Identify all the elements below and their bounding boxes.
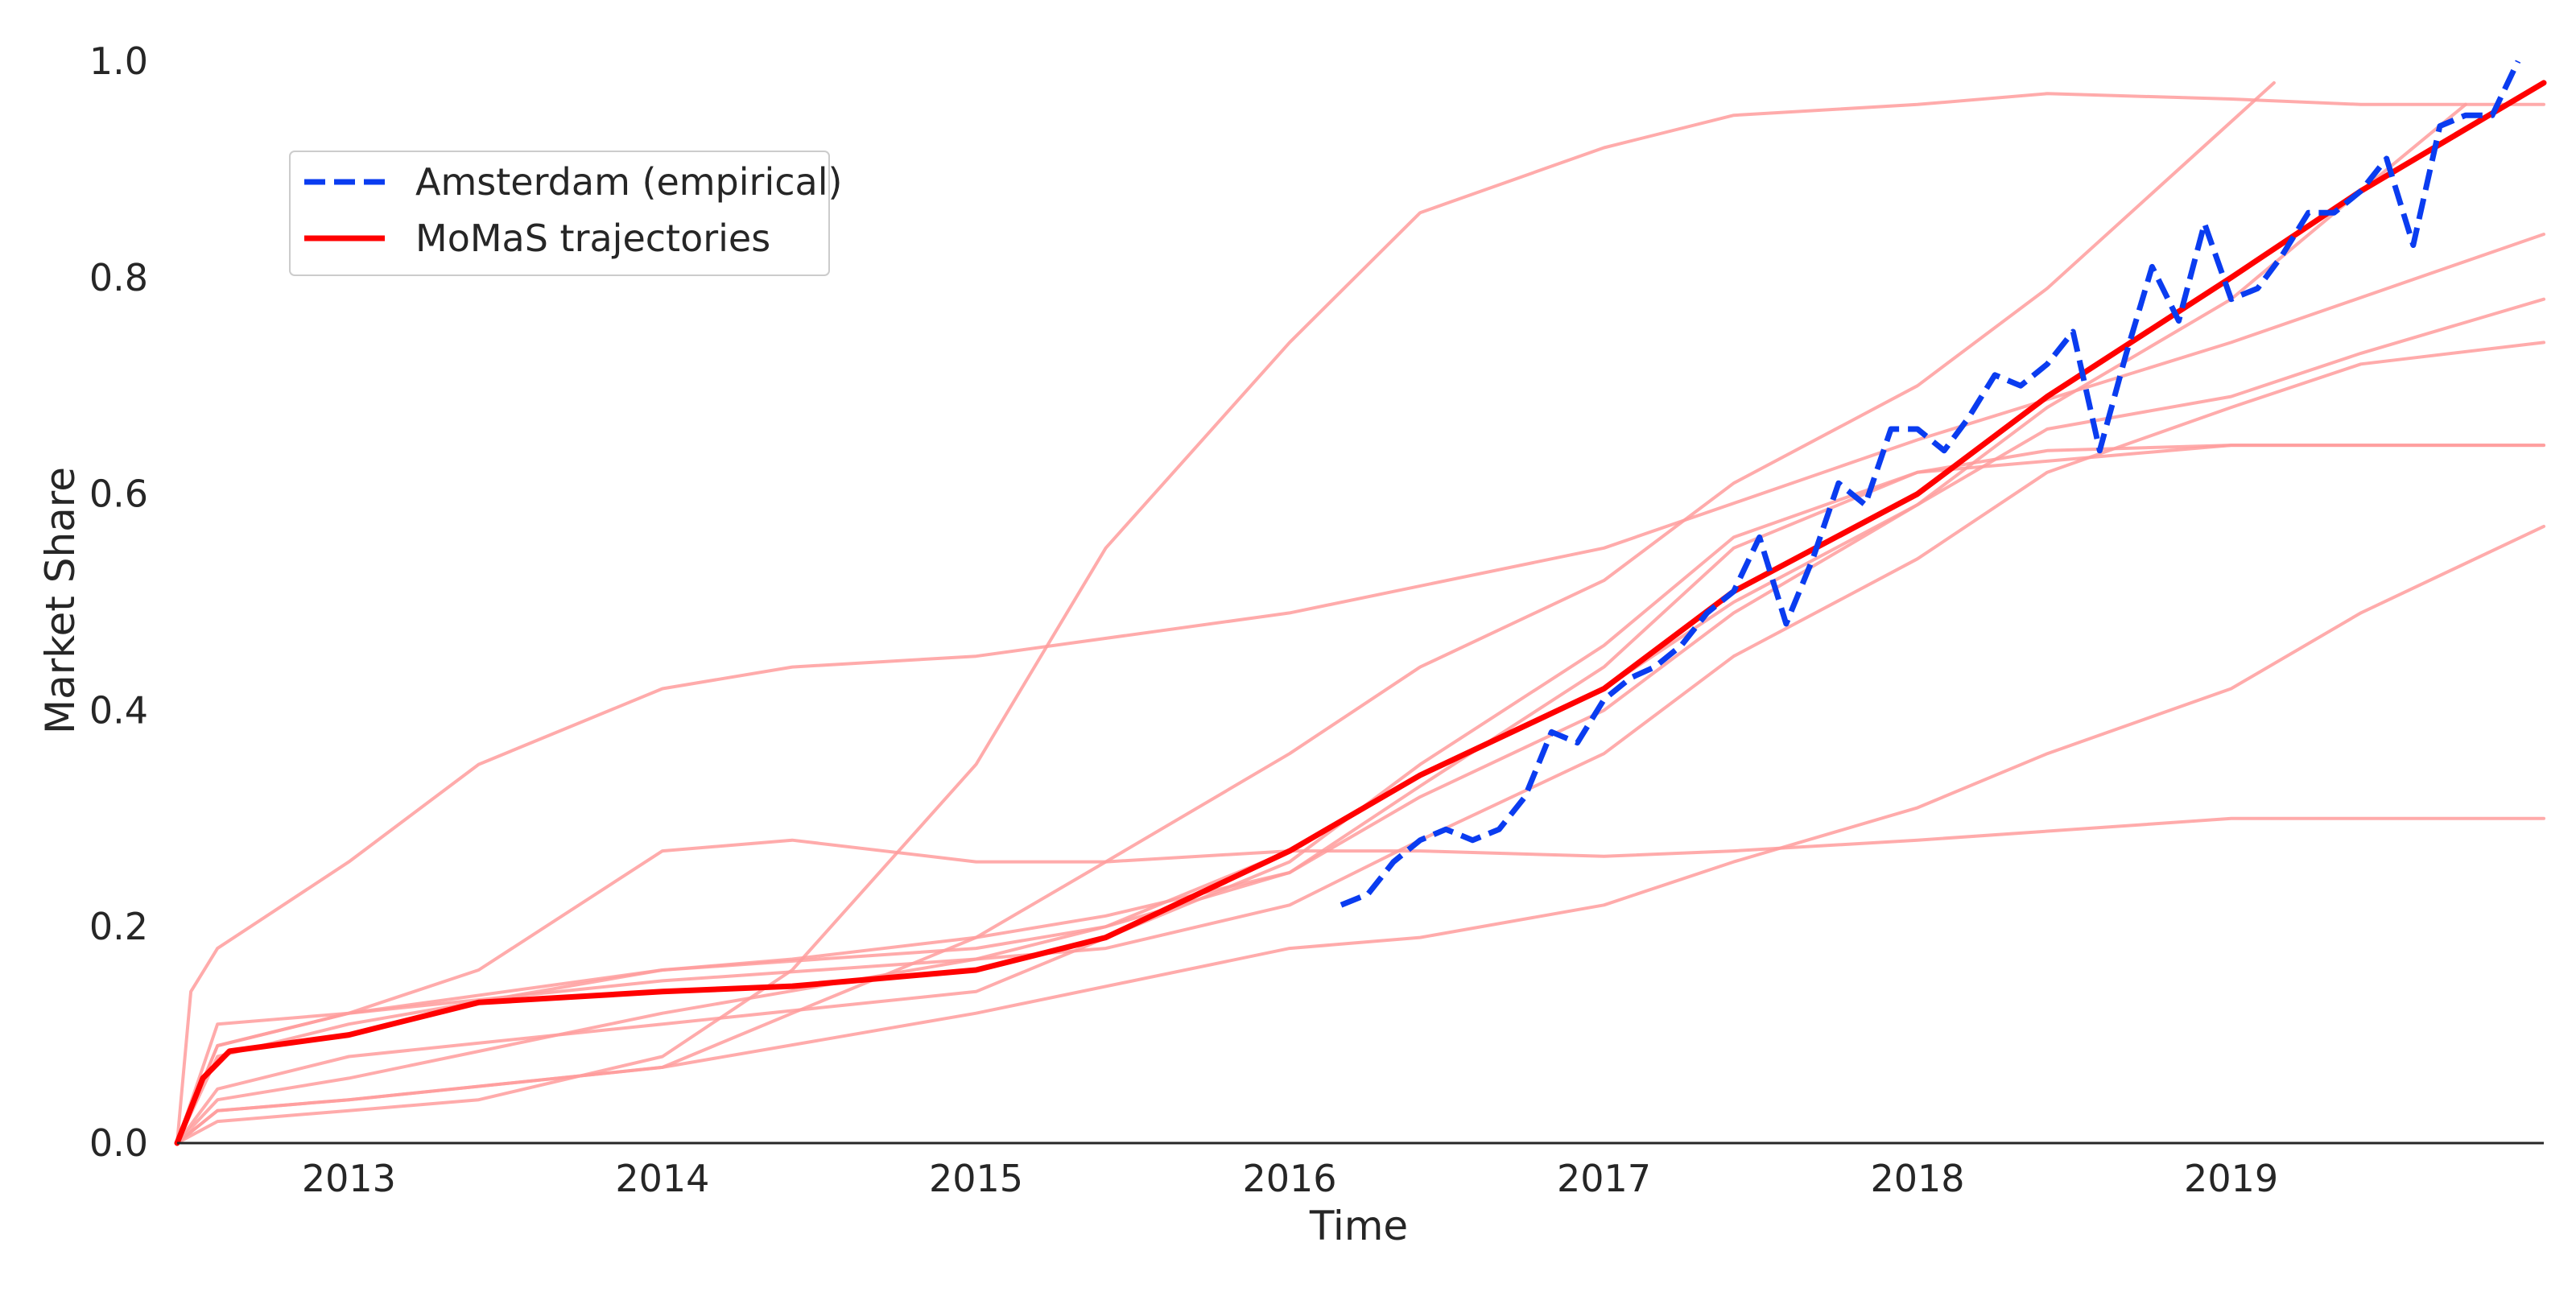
legend: Amsterdam (empirical) MoMaS trajectories <box>289 151 842 276</box>
series-lines <box>174 60 2547 1146</box>
x-tick-label-2016: 2016 <box>1242 1157 1336 1200</box>
trajectory-line-9 <box>175 524 2545 1145</box>
y-tick-label-0-4: 0.4 <box>89 688 148 732</box>
x-tick-label-2019: 2019 <box>2184 1157 2278 1200</box>
x-tick-label-2015: 2015 <box>929 1157 1023 1200</box>
trajectory-line-7 <box>175 297 2545 1145</box>
legend-label-trajectories: MoMaS trajectories <box>415 217 770 260</box>
mean-trajectory-line <box>174 80 2547 1146</box>
x-tick-label-2013: 2013 <box>302 1157 396 1200</box>
y-tick-label-0-0: 0.0 <box>89 1121 148 1165</box>
y-tick-labels: 0.0 0.2 0.4 0.6 0.8 1.0 <box>89 39 148 1165</box>
x-tick-label-2014: 2014 <box>615 1157 709 1200</box>
x-tick-label-2018: 2018 <box>1870 1157 1964 1200</box>
y-axis-title: Market Share <box>37 467 84 734</box>
y-tick-label-0-2: 0.2 <box>89 905 148 948</box>
x-axis-title: Time <box>1309 1203 1408 1249</box>
axes: 2013 2014 2015 2016 2017 2018 2019 0.00.20.40.… <box>37 39 2544 1249</box>
x-tick-labels: 2013 2014 2015 2016 2017 2018 2019 <box>302 1157 2278 1200</box>
y-tick-label-0-8: 0.8 <box>89 256 148 299</box>
trajectory-line-10 <box>175 444 2545 1145</box>
y-tick-label-1-0: 1.0 <box>89 39 148 83</box>
legend-label-empirical: Amsterdam (empirical) <box>415 160 842 204</box>
y-tick-label-0-6: 0.6 <box>89 473 148 516</box>
trajectory-line-1 <box>175 233 2545 1145</box>
trajectory-line-3 <box>175 816 2545 1145</box>
legend-box <box>289 151 830 276</box>
amsterdam-empirical-line <box>1340 60 2521 908</box>
x-tick-label-2017: 2017 <box>1557 1157 1651 1200</box>
trajectory-line-2 <box>175 92 2545 1145</box>
